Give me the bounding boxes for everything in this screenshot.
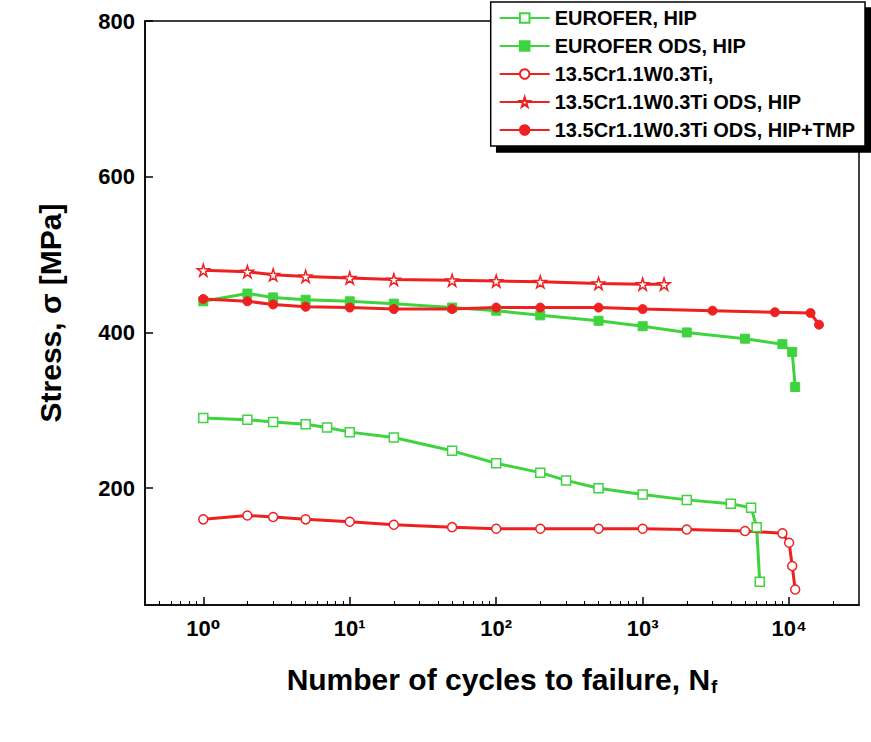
svg-text:600: 600	[98, 164, 135, 189]
svg-text:13.5Cr1.1W0.3Ti ODS, HIP+TMP: 13.5Cr1.1W0.3Ti ODS, HIP+TMP	[555, 119, 855, 141]
svg-text:10²: 10²	[480, 616, 512, 641]
svg-text:f: f	[711, 676, 718, 697]
svg-text:13.5Cr1.1W0.3Ti ODS, HIP: 13.5Cr1.1W0.3Ti ODS, HIP	[555, 91, 801, 113]
svg-text:400: 400	[98, 320, 135, 345]
svg-text:EUROFER, HIP: EUROFER, HIP	[555, 7, 697, 29]
svg-text:13.5Cr1.1W0.3Ti,: 13.5Cr1.1W0.3Ti,	[555, 63, 714, 85]
svg-text:10⁰: 10⁰	[186, 616, 220, 641]
svg-text:Number of cycles to failure, N: Number of cycles to failure, N	[287, 663, 710, 696]
svg-text:800: 800	[98, 9, 135, 34]
svg-text:10³: 10³	[627, 616, 659, 641]
svg-text:EUROFER ODS, HIP: EUROFER ODS, HIP	[555, 35, 746, 57]
svg-text:10⁴: 10⁴	[771, 616, 806, 641]
svg-text:Stress, σ [MPa]: Stress, σ [MPa]	[34, 204, 67, 423]
svg-text:200: 200	[98, 476, 135, 501]
svg-text:10¹: 10¹	[334, 616, 366, 641]
